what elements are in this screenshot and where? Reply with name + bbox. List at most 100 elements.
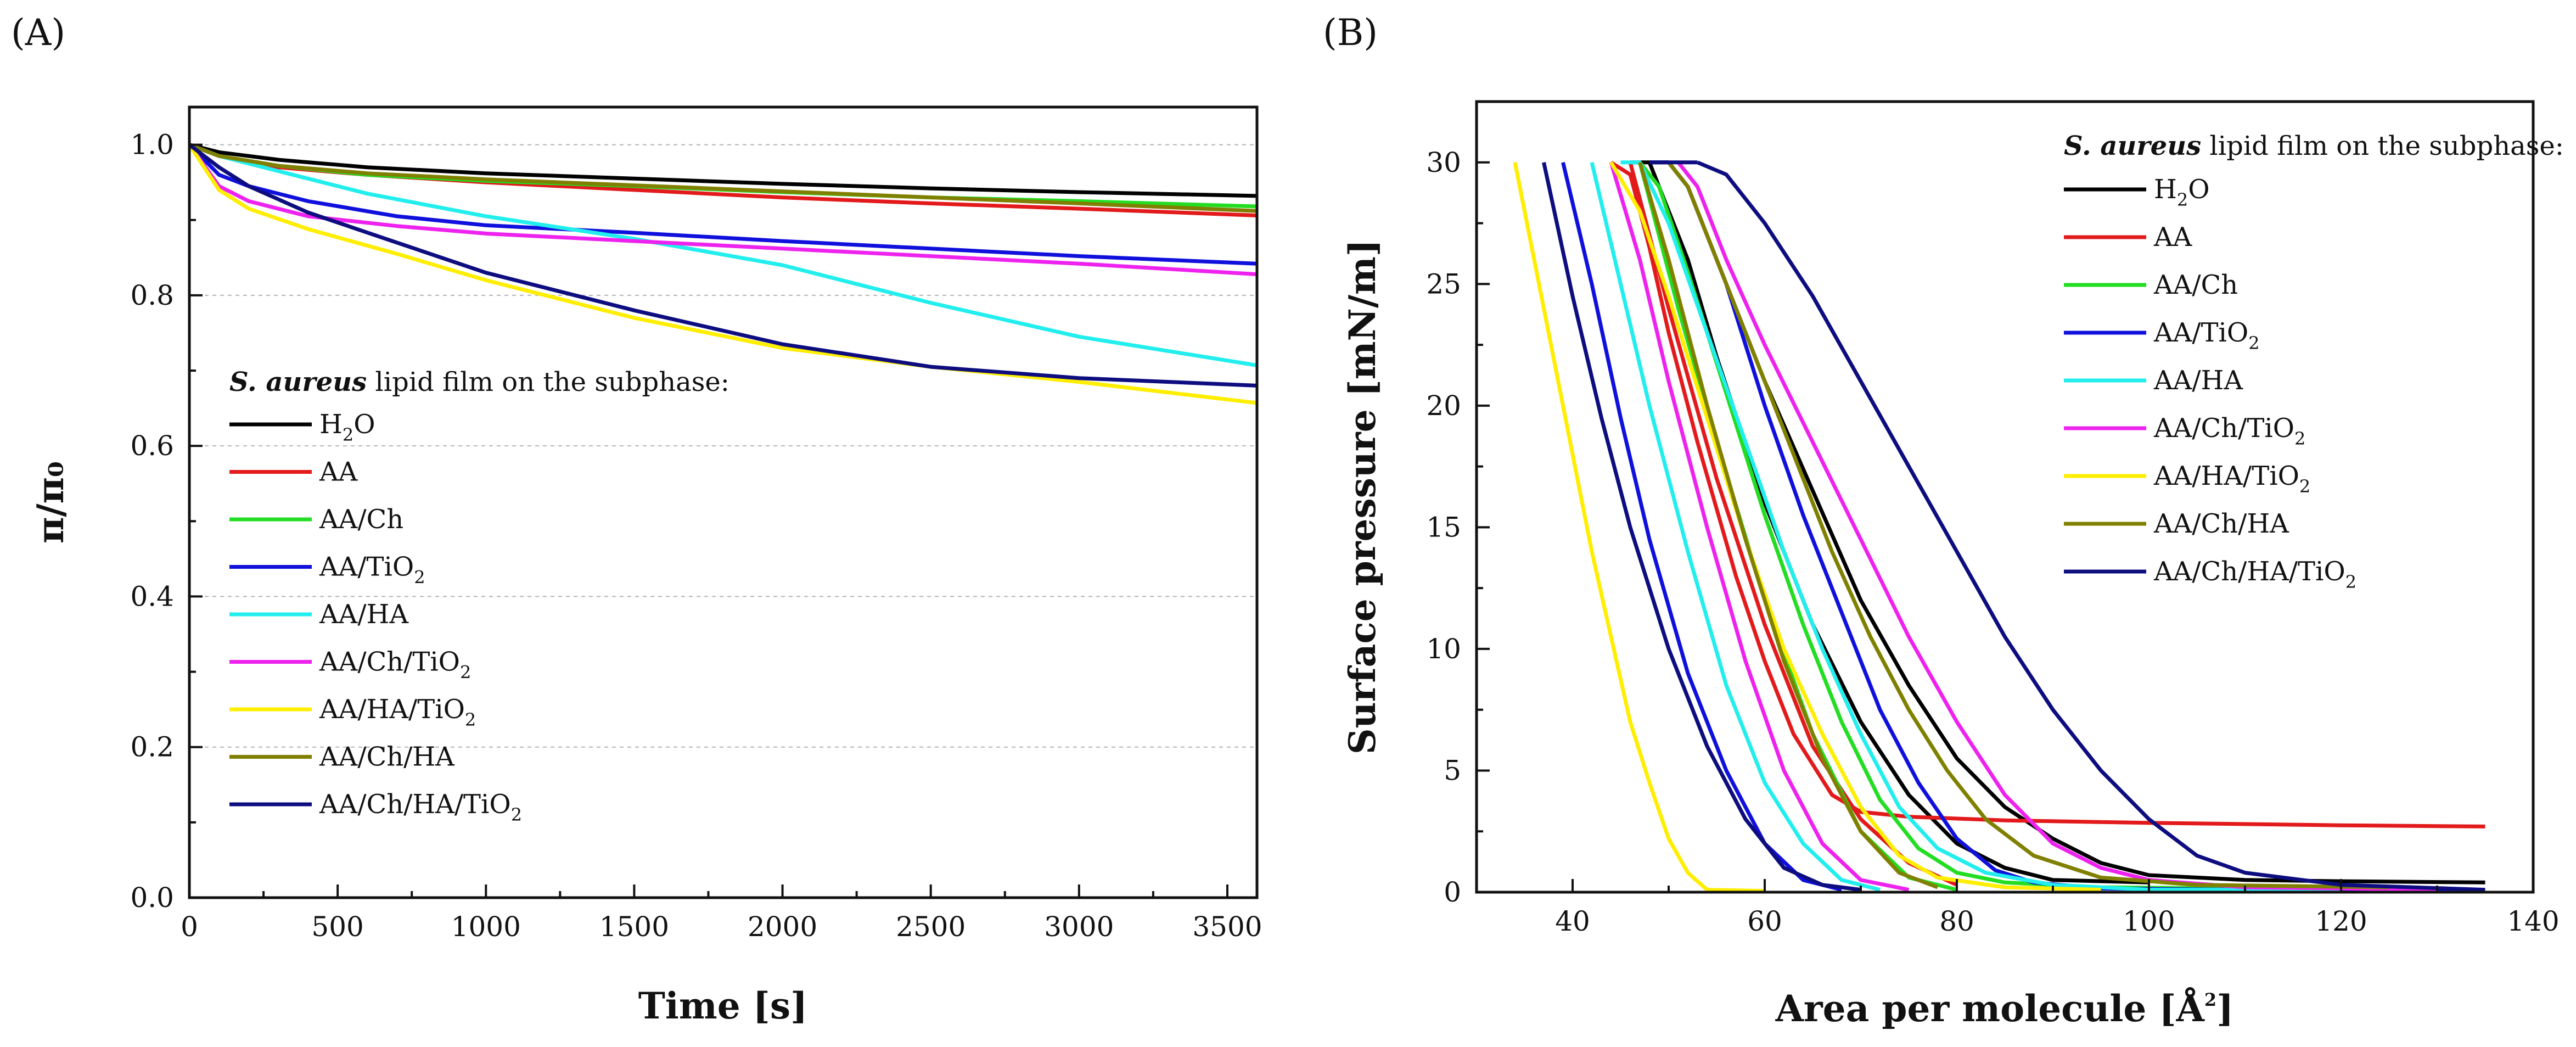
y-tick-label: 0.4 <box>130 580 174 612</box>
series-line <box>1638 161 2438 892</box>
panel-b-legend-title: S. aureus lipid film on the subphase: <box>2064 131 2564 161</box>
panel-a-series <box>188 143 1258 405</box>
legend-label: AA/HA <box>319 599 409 630</box>
legend-label-text: H <box>2154 174 2177 205</box>
legend-label-subscript: 2 <box>2345 572 2356 592</box>
legend-label: H2O <box>319 409 375 445</box>
panel-a-plot-frame <box>188 105 1259 899</box>
y-tick-label: 15 <box>1426 511 1461 543</box>
panel-a-ticks: 0 500 1000 1500 2000 2500 3000 3500 0.0 0.2 0.4 0.6… <box>130 129 1262 943</box>
panel-a-legend: S. aureus lipid film on the subphase: H2… <box>229 367 729 825</box>
x-tick-label: 40 <box>1555 905 1590 937</box>
legend-label-text: AA/HA <box>2153 365 2243 396</box>
y-tick-label: 5 <box>1444 754 1461 786</box>
x-tick-label: 3000 <box>1044 911 1114 943</box>
y-tick-label: 20 <box>1426 390 1461 422</box>
series-line <box>188 143 1258 388</box>
x-tick-label: 1000 <box>451 911 521 943</box>
panel-b-x-axis-title-text: Area per molecule [Å <box>1775 987 2205 1030</box>
series-line <box>1610 160 2485 828</box>
legend-label-subscript: 2 <box>2248 333 2259 354</box>
legend-label: AA/Ch <box>2153 270 2238 300</box>
legend-label-text: AA/HA/TiO <box>319 694 465 725</box>
y-tick-label: 25 <box>1426 268 1461 300</box>
y-tick-label: 0.0 <box>130 882 174 914</box>
panel-b-legend: S. aureus lipid film on the subphase: H2… <box>2064 131 2564 592</box>
legend-label-subscript: 2 <box>2294 428 2305 449</box>
legend-label: AA <box>319 457 358 488</box>
y-tick-label: 0.2 <box>130 731 174 763</box>
series-line <box>1513 162 1765 893</box>
legend-label: AA/HA/TiO2 <box>2153 461 2310 497</box>
legend-label-subscript: 2 <box>343 424 353 445</box>
legend-label: AA/Ch/TiO2 <box>2153 413 2305 449</box>
legend-label-text: AA/Ch/HA/TiO <box>2153 556 2345 587</box>
series-line <box>188 143 1258 276</box>
legend-label: AA/Ch <box>319 504 403 535</box>
panel-a: (A) 0 500 1000 1500 2000 2500 3000 3500 0.0 0.2 0.… <box>11 12 1262 1027</box>
series-line <box>188 143 1258 209</box>
series-line <box>1638 161 1957 892</box>
legend-label-text: AA/HA/TiO <box>2153 461 2299 491</box>
panel-b-y-axis-title: Surface pressure [mN/m] <box>1341 239 1384 754</box>
panel-a-legend-title: S. aureus lipid film on the subphase: <box>229 367 729 397</box>
legend-label: AA/Ch/TiO2 <box>319 647 471 683</box>
series-line <box>1638 161 1939 889</box>
legend-label: AA/TiO2 <box>2153 317 2260 354</box>
panel-b-ticks: 40 60 80 100 120 140 0 5 10 15 20 25 30 <box>1426 100 2560 937</box>
legend-label-text: AA/Ch/TiO <box>2153 413 2294 444</box>
series-line <box>1590 161 1881 892</box>
x-tick-label: 500 <box>311 911 363 943</box>
series-line <box>1676 161 2438 892</box>
panel-a-y-axis-title: π/π₀ <box>29 461 72 544</box>
legend-label: AA/HA/TiO2 <box>319 694 476 730</box>
series-line <box>188 143 1258 266</box>
x-tick-label: 3500 <box>1192 911 1262 943</box>
panel-a-legend-title-species: S. aureus <box>229 367 367 397</box>
x-tick-label: 60 <box>1747 905 1782 937</box>
series-line <box>188 143 1258 213</box>
series-line <box>1667 161 2389 889</box>
legend-label-text: AA <box>2153 222 2193 253</box>
legend-label: AA/Ch/HA <box>319 742 455 772</box>
x-tick-label: 2000 <box>748 911 817 943</box>
x-tick-label: 80 <box>1939 905 1974 937</box>
y-tick-label: 30 <box>1426 147 1461 178</box>
y-tick-label: 0 <box>1444 876 1461 908</box>
legend-label-text: AA/Ch <box>319 504 403 535</box>
panel-b-legend-title-species: S. aureus <box>2064 131 2201 161</box>
legend-label-subscript: 2 <box>2177 189 2188 210</box>
x-tick-label: 140 <box>2507 905 2559 937</box>
series-line <box>188 143 1258 367</box>
legend-label-subscript: 2 <box>414 567 425 588</box>
legend-label-tail: O <box>353 409 375 440</box>
legend-label-text: AA/Ch/TiO <box>319 647 460 678</box>
legend-label-text: AA/Ch/HA <box>319 742 455 772</box>
panel-b-x-axis-title-tail: ] <box>2216 987 2233 1030</box>
panel-b-x-axis-title: Area per molecule [Å2] <box>1775 987 2234 1030</box>
panel-b: (B) 40 60 80 100 120 140 0 5 10 15 20 25 30 Area per… <box>1323 12 2564 1030</box>
series-line <box>1561 161 1842 892</box>
panel-b-label: (B) <box>1323 12 1378 54</box>
x-tick-label: 0 <box>181 911 198 943</box>
panel-a-legend-title-text: lipid film on the subphase: <box>367 367 729 397</box>
legend-label-text: AA/Ch <box>2153 270 2238 300</box>
legend-label-tail: O <box>2188 174 2209 205</box>
panel-a-x-axis-title: Time [s] <box>638 984 808 1027</box>
panel-a-gridlines <box>189 144 1257 748</box>
legend-label-subscript: 2 <box>511 804 522 825</box>
legend-label-subscript: 2 <box>460 662 471 683</box>
y-tick-label: 1.0 <box>130 129 174 161</box>
legend-label-subscript: 2 <box>465 709 476 730</box>
legend-label: AA/HA <box>2153 365 2243 396</box>
x-tick-label: 1500 <box>599 911 669 943</box>
series-line <box>1697 160 2485 892</box>
legend-label-text: H <box>319 409 343 440</box>
legend-label: AA/Ch/HA/TiO2 <box>319 789 522 825</box>
x-tick-label: 2500 <box>896 911 966 943</box>
series-line <box>1609 161 2101 892</box>
panel-b-x-axis-title-sup: 2 <box>2204 989 2216 1010</box>
legend-label-subscript: 2 <box>2299 476 2310 497</box>
